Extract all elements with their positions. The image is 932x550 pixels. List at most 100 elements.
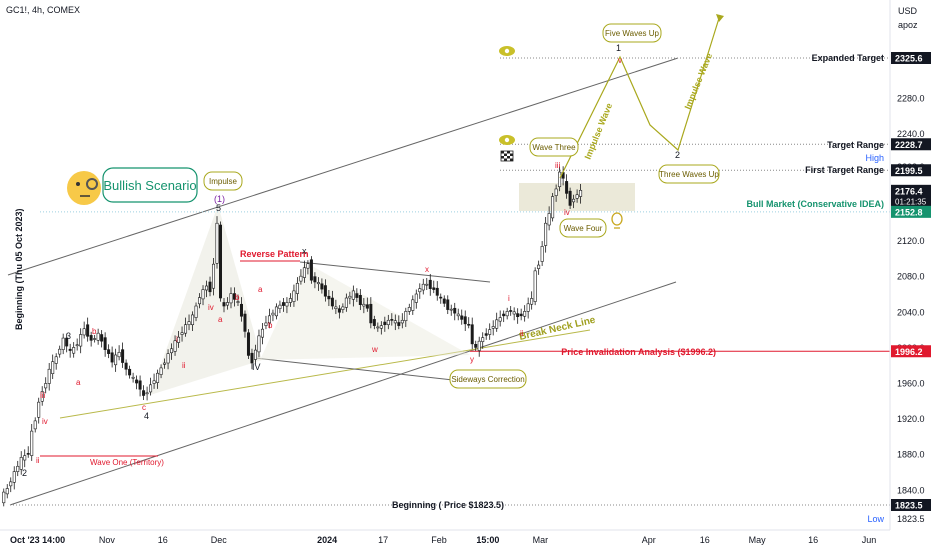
wave-four-callout bbox=[559, 218, 607, 238]
wave-b-mark-a: b bbox=[92, 327, 97, 336]
candle-body bbox=[145, 392, 149, 395]
wave-iv-mark-c: iv bbox=[564, 208, 570, 217]
candle-body bbox=[572, 198, 576, 203]
bullish-scenario-text: Bullish Scenario bbox=[103, 178, 196, 193]
x-tick-label: Oct '23 14:00 bbox=[10, 535, 65, 545]
impulse-callout-text: Impulse bbox=[209, 177, 238, 186]
y-tick-label: 2120.0 bbox=[897, 236, 925, 246]
candle-body bbox=[110, 352, 114, 363]
candle-body bbox=[579, 189, 583, 197]
target-2-mark: 2 bbox=[675, 150, 680, 160]
impulse-callout bbox=[203, 171, 243, 191]
candle-body bbox=[526, 303, 530, 312]
y-tick-label: 2080.0 bbox=[897, 272, 925, 282]
price-axis[interactable] bbox=[890, 0, 932, 550]
wave-1-mark: (1) bbox=[214, 194, 225, 204]
eye-pupil-target bbox=[504, 137, 510, 143]
candle-body bbox=[547, 213, 551, 226]
price-axis-tags: 2325.62228.72203.02199.52176.401:21:3521… bbox=[891, 52, 931, 524]
candle-body bbox=[281, 302, 285, 306]
candle-body bbox=[439, 296, 443, 299]
candle-body bbox=[519, 313, 523, 317]
candle-body bbox=[379, 325, 383, 329]
symbol-header: GC1!, 4h, COMEX bbox=[6, 5, 80, 15]
price-series bbox=[2, 166, 583, 507]
candle-body bbox=[138, 380, 142, 390]
candle-body bbox=[446, 299, 450, 310]
candle-body bbox=[386, 319, 390, 326]
candle-body bbox=[551, 196, 555, 219]
candle-body bbox=[554, 188, 558, 196]
candle-body bbox=[327, 295, 331, 300]
x-tick-label: Apr bbox=[642, 535, 656, 545]
candle-body bbox=[320, 283, 324, 290]
candle-body bbox=[302, 267, 306, 278]
candle-body bbox=[149, 384, 153, 393]
candle-body bbox=[135, 379, 139, 384]
price-tag-box bbox=[891, 52, 931, 64]
candle-body bbox=[93, 338, 97, 340]
candle-body bbox=[30, 430, 34, 456]
candle-body bbox=[337, 308, 341, 313]
candle-body bbox=[369, 303, 373, 324]
candle-body bbox=[253, 349, 257, 360]
candle-body bbox=[40, 391, 44, 402]
checkered-flag-icon bbox=[500, 150, 514, 162]
wave-4-mark: 4 bbox=[144, 411, 149, 421]
candle-body bbox=[404, 311, 408, 322]
candle-body bbox=[219, 224, 223, 299]
wave-2-mark: 2 bbox=[22, 468, 27, 478]
candle-body bbox=[491, 326, 495, 329]
invalidation-label: Price Invalidation Analysis ($1996.2) bbox=[561, 347, 716, 357]
candle-body bbox=[9, 481, 13, 487]
x-tick-label: 16 bbox=[700, 535, 710, 545]
trend-line-olive bbox=[59, 329, 591, 419]
candle-body bbox=[544, 222, 548, 246]
lower-channel-line bbox=[9, 281, 677, 506]
price-tag-value: 1996.2 bbox=[895, 347, 923, 357]
candle-body bbox=[390, 319, 394, 321]
price-tag-value: 2199.5 bbox=[895, 166, 923, 176]
candle-body bbox=[372, 319, 376, 326]
candle-body bbox=[131, 376, 135, 379]
price-tag-box bbox=[891, 499, 931, 511]
candle-body bbox=[463, 316, 467, 325]
candle-body bbox=[152, 380, 156, 384]
x-tick-label: May bbox=[749, 535, 767, 545]
candle-body bbox=[362, 303, 366, 307]
candle-body bbox=[243, 313, 247, 332]
x-tick-label: 16 bbox=[808, 535, 818, 545]
candle-body bbox=[341, 306, 345, 310]
price-tag-box bbox=[891, 205, 931, 218]
upper-channel-line bbox=[7, 57, 679, 276]
candle-body bbox=[467, 323, 471, 326]
candle-body bbox=[299, 275, 303, 282]
price-tag-value: 1823.5 bbox=[895, 501, 923, 511]
candle-body bbox=[54, 356, 58, 364]
candle-body bbox=[512, 311, 516, 315]
candle-body bbox=[278, 304, 282, 309]
candle-body bbox=[330, 297, 334, 307]
candle-body bbox=[163, 362, 167, 365]
wave-3-mark: 3 bbox=[66, 331, 71, 341]
candle-body bbox=[33, 420, 37, 430]
wave-i-mark-b: i bbox=[176, 335, 178, 344]
candle-body bbox=[292, 290, 296, 302]
wave-b-mark-c: b bbox=[268, 321, 273, 330]
candle-body bbox=[481, 337, 485, 342]
candle-body bbox=[89, 335, 93, 341]
wave-5-mark: 5 bbox=[216, 203, 221, 213]
pattern-shade-left bbox=[150, 205, 262, 395]
candle-body bbox=[400, 319, 404, 324]
candle-body bbox=[229, 293, 233, 304]
candle-body bbox=[124, 362, 128, 370]
y-tick-label: 2280.0 bbox=[897, 94, 925, 104]
candle-body bbox=[107, 349, 111, 354]
candle-body bbox=[51, 361, 55, 374]
candle-body bbox=[407, 307, 411, 312]
high-label: High bbox=[865, 153, 884, 163]
sideways-correction-text: Sideways Correction bbox=[451, 375, 524, 384]
candle-body bbox=[100, 334, 104, 342]
first-target-label: First Target Range bbox=[805, 165, 884, 175]
